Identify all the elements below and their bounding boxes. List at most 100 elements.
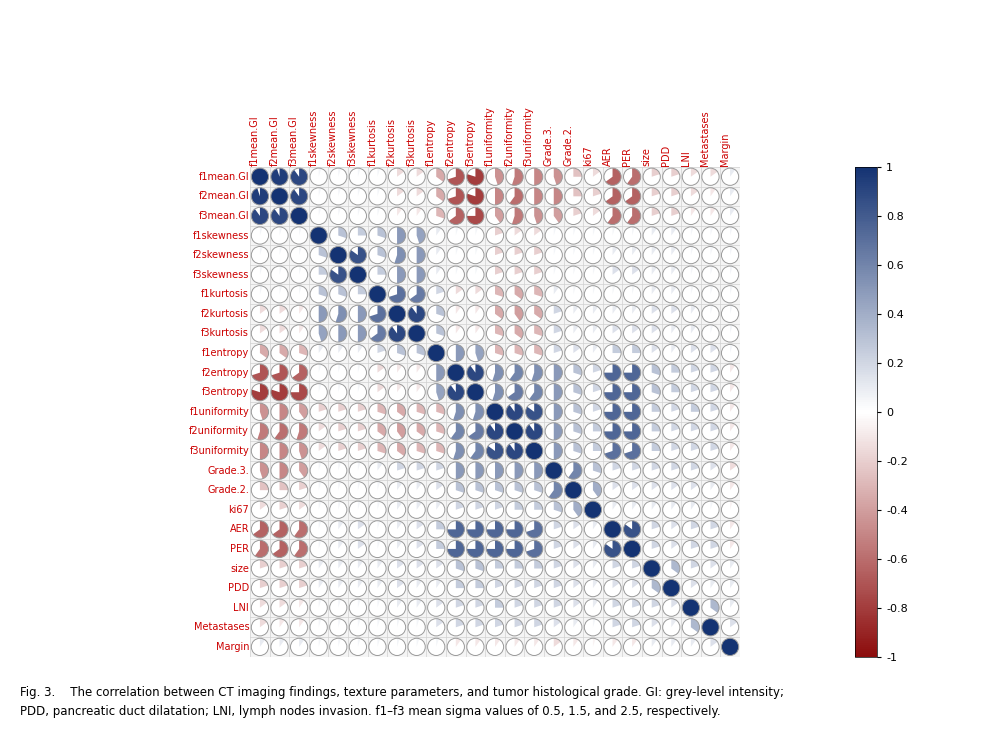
Wedge shape	[554, 227, 556, 235]
Circle shape	[506, 540, 523, 557]
Wedge shape	[467, 364, 484, 381]
Wedge shape	[534, 286, 543, 297]
Circle shape	[604, 560, 621, 577]
Wedge shape	[338, 462, 341, 470]
Circle shape	[702, 482, 719, 499]
Wedge shape	[338, 325, 347, 342]
Wedge shape	[534, 482, 543, 493]
Circle shape	[271, 540, 288, 557]
Circle shape	[310, 442, 327, 459]
Circle shape	[721, 521, 739, 538]
Circle shape	[604, 266, 621, 283]
Circle shape	[330, 442, 347, 459]
Wedge shape	[534, 246, 542, 255]
Text: AER: AER	[603, 146, 613, 166]
Wedge shape	[613, 599, 621, 608]
Wedge shape	[319, 305, 327, 323]
Circle shape	[447, 305, 464, 323]
Circle shape	[545, 305, 562, 323]
Wedge shape	[573, 227, 576, 235]
Wedge shape	[515, 246, 523, 255]
Wedge shape	[456, 246, 458, 255]
Circle shape	[584, 442, 602, 459]
Circle shape	[682, 325, 700, 342]
Wedge shape	[710, 599, 719, 613]
Wedge shape	[691, 482, 698, 490]
Wedge shape	[554, 286, 559, 295]
Circle shape	[408, 482, 425, 499]
Wedge shape	[417, 188, 424, 197]
Wedge shape	[358, 325, 366, 342]
Circle shape	[310, 521, 327, 538]
Circle shape	[388, 266, 406, 283]
Wedge shape	[338, 286, 347, 297]
Circle shape	[721, 560, 739, 577]
Circle shape	[486, 540, 504, 557]
Wedge shape	[417, 266, 425, 283]
Wedge shape	[338, 599, 341, 608]
Circle shape	[624, 266, 641, 283]
Circle shape	[388, 344, 406, 361]
Wedge shape	[652, 384, 660, 395]
Wedge shape	[388, 305, 406, 323]
Wedge shape	[436, 638, 439, 647]
Text: f1mean.GI: f1mean.GI	[199, 171, 249, 182]
Wedge shape	[408, 305, 425, 323]
Wedge shape	[652, 423, 660, 431]
Wedge shape	[377, 423, 386, 436]
Circle shape	[545, 246, 562, 263]
Wedge shape	[299, 286, 302, 295]
Circle shape	[408, 305, 425, 323]
Wedge shape	[691, 384, 699, 393]
Wedge shape	[710, 266, 713, 275]
Wedge shape	[299, 560, 307, 568]
Circle shape	[565, 521, 582, 538]
Circle shape	[290, 344, 308, 361]
Wedge shape	[397, 207, 402, 216]
Wedge shape	[573, 384, 582, 395]
Wedge shape	[299, 266, 302, 275]
Circle shape	[526, 501, 543, 519]
Wedge shape	[495, 462, 504, 479]
Wedge shape	[604, 403, 621, 421]
Circle shape	[467, 364, 484, 381]
Circle shape	[702, 403, 719, 421]
Wedge shape	[397, 168, 404, 177]
Wedge shape	[526, 442, 543, 459]
Circle shape	[310, 266, 327, 283]
Wedge shape	[338, 344, 343, 353]
Wedge shape	[358, 462, 361, 470]
Wedge shape	[495, 619, 503, 627]
Circle shape	[545, 403, 562, 421]
Text: f2entropy: f2entropy	[202, 367, 249, 378]
Circle shape	[408, 207, 425, 225]
Circle shape	[369, 423, 386, 440]
Wedge shape	[397, 442, 406, 456]
Circle shape	[506, 325, 523, 342]
Circle shape	[643, 501, 660, 519]
Circle shape	[682, 384, 700, 401]
Circle shape	[702, 286, 719, 303]
Circle shape	[349, 462, 366, 479]
Circle shape	[702, 423, 719, 440]
Wedge shape	[495, 227, 503, 235]
Wedge shape	[632, 246, 637, 255]
Circle shape	[447, 482, 464, 499]
Circle shape	[330, 286, 347, 303]
Wedge shape	[280, 599, 286, 608]
Wedge shape	[554, 168, 562, 185]
Wedge shape	[652, 540, 660, 549]
Circle shape	[643, 305, 660, 323]
Wedge shape	[515, 619, 523, 627]
Circle shape	[565, 462, 582, 479]
Circle shape	[290, 266, 308, 283]
Circle shape	[349, 423, 366, 440]
Wedge shape	[397, 462, 405, 470]
Text: f3entropy: f3entropy	[202, 387, 249, 397]
Text: PDD: PDD	[228, 583, 249, 593]
Circle shape	[467, 384, 484, 401]
Circle shape	[310, 344, 327, 361]
Circle shape	[310, 384, 327, 401]
Wedge shape	[573, 188, 582, 197]
Circle shape	[584, 482, 602, 499]
